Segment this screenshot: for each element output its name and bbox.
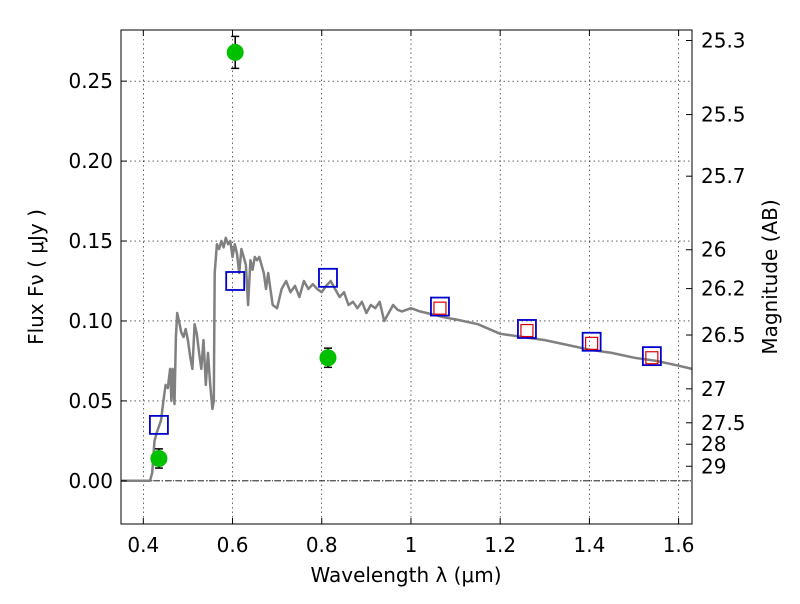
right-tick-label: 29 — [701, 454, 726, 478]
x-tick-label: 1.6 — [663, 533, 695, 557]
model-flux-square — [581, 331, 602, 352]
right-tick-label: 27.5 — [701, 411, 746, 435]
observed-flux-point — [226, 43, 244, 61]
model-flux-square — [641, 346, 662, 367]
synthetic-flux-square — [645, 351, 659, 365]
x-tick-label: 1 — [405, 533, 418, 557]
synthetic-flux-square — [520, 323, 534, 338]
right-axis-label: Magnitude (AB) — [758, 199, 782, 354]
right-tick-label: 27 — [701, 377, 726, 401]
observed-flux-point — [150, 449, 168, 467]
x-tick-label: 1.4 — [573, 533, 605, 557]
x-tick-label: 0.6 — [217, 533, 249, 557]
synthetic-flux-square — [585, 336, 599, 350]
observed-flux-point — [319, 349, 337, 367]
x-axis-label: Wavelength λ (μm) — [310, 563, 501, 587]
y-tick-label: 0.05 — [68, 389, 113, 413]
right-tick-label: 26 — [701, 238, 726, 262]
y-tick-label: 0.25 — [68, 69, 113, 93]
plot-frame — [120, 29, 693, 525]
sed-model-line — [121, 236, 693, 483]
y-tick-label: 0.10 — [68, 309, 113, 333]
right-tick-label: 25.7 — [701, 164, 746, 188]
y-tick-label: 0.15 — [68, 229, 113, 253]
model-flux-square — [225, 271, 246, 291]
axes: 0.4 0.6 0.8 1 1.2 1.4 1.6 0.00 0.05 0.10 0.15 0.20 0… — [68, 28, 745, 557]
plot-area — [121, 35, 693, 483]
grid — [121, 30, 692, 524]
right-tick-label: 25.3 — [701, 28, 746, 52]
model-flux-square — [430, 296, 450, 317]
right-tick-label: 26.5 — [701, 323, 746, 347]
synthetic-flux-square — [433, 301, 447, 315]
right-tick-label: 26.2 — [701, 277, 746, 301]
right-tick-label: 25.5 — [701, 103, 746, 127]
model-flux-square — [517, 319, 537, 339]
y-axis-label: Flux Fν ( μJy ) — [24, 209, 48, 345]
right-tick-label: 28 — [701, 432, 726, 456]
model-flux-square — [149, 414, 169, 435]
x-tick-label: 0.4 — [127, 533, 159, 557]
x-tick-label: 0.8 — [306, 533, 338, 557]
y-tick-label: 0.20 — [68, 149, 113, 173]
model-flux-square — [318, 267, 338, 288]
x-tick-label: 1.2 — [484, 533, 516, 557]
y-tick-label: 0.00 — [68, 469, 113, 493]
